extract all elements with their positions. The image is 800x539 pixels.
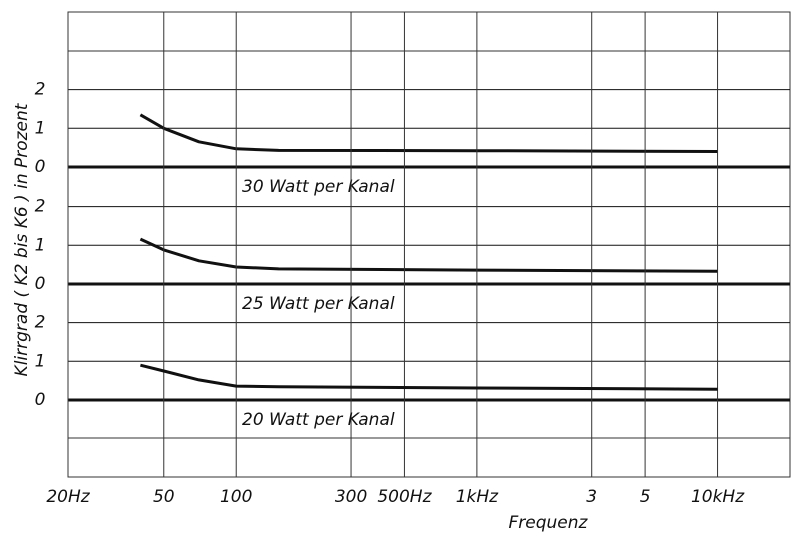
plot-frame [67,11,791,478]
x-tick-label: 10kHz [691,487,745,507]
y-tick-label: 0 [35,390,46,410]
y-tick-label: 0 [35,274,46,294]
y-tick-label: 1 [35,235,46,255]
x-axis-label: Frequenz [509,513,589,533]
y-tick-label: 2 [35,197,46,217]
x-tick-label: 20Hz [46,487,90,507]
panel-label: 20 Watt per Kanal [242,410,395,430]
data-line [139,113,718,153]
y-tick-label: 1 [35,118,46,138]
y-tick-label: 2 [35,80,46,100]
panel-label: 30 Watt per Kanal [242,177,395,197]
y-axis-label: Klirrgrad ( K2 bis K6 ) in Prozent [12,102,32,376]
x-tick-label: 3 [586,487,597,507]
panel-label: 25 Watt per Kanal [242,294,395,314]
x-tick-label: 500Hz [377,487,432,507]
x-tick-label: 5 [640,487,651,507]
x-tick-label: 50 [153,487,175,507]
data-line [140,363,718,391]
x-tick-label: 300 [335,487,367,507]
x-tick-label: 100 [220,487,252,507]
data-line [139,237,718,273]
x-tick-label: 1kHz [456,487,499,507]
y-tick-label: 2 [35,313,46,333]
y-tick-label: 1 [35,351,46,371]
y-tick-label: 0 [35,157,46,177]
